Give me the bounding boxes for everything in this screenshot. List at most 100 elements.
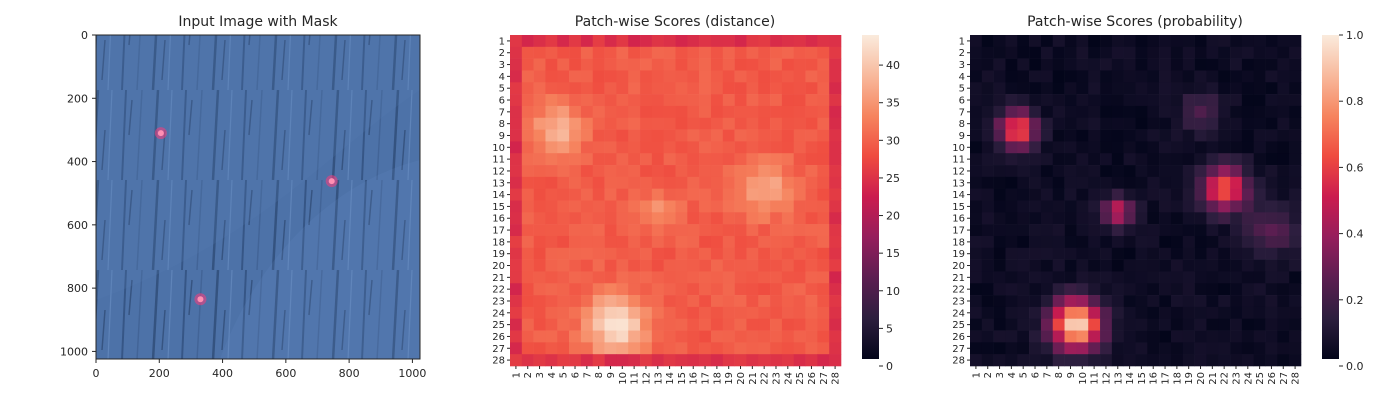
heatmap-cell	[1265, 247, 1278, 260]
heatmap-cell	[793, 70, 806, 83]
heatmap-cell	[604, 117, 617, 130]
row-label: 21	[952, 273, 965, 284]
heatmap-cell	[1100, 235, 1113, 249]
heatmap-cell	[569, 200, 582, 213]
heatmap-cell	[1230, 35, 1243, 48]
heatmap-cell	[1076, 58, 1089, 71]
heatmap-cell	[616, 200, 629, 213]
heatmap-cell	[1111, 235, 1124, 249]
heatmap-cell	[734, 70, 747, 83]
col-label: 22	[760, 372, 771, 385]
heatmap-cell	[1052, 129, 1065, 142]
heatmap-cell	[793, 129, 806, 142]
heatmap-cell	[805, 247, 818, 260]
row-label: 7	[959, 107, 965, 118]
col-label: 18	[712, 372, 723, 385]
heatmap-cell	[993, 247, 1006, 260]
heatmap-cell	[1029, 212, 1042, 225]
heatmap-cell	[569, 94, 582, 107]
heatmap-cell	[1170, 188, 1184, 201]
heatmap-cell	[829, 165, 842, 178]
heatmap-cell	[805, 235, 818, 249]
heatmap-cell	[557, 259, 570, 272]
heatmap-cell	[533, 46, 546, 59]
heatmap-cell	[1005, 141, 1018, 154]
heatmap-cell	[628, 176, 641, 189]
heatmap-cell	[521, 58, 534, 71]
heatmap-cell	[1277, 283, 1290, 296]
heatmap-cell	[1017, 318, 1030, 331]
heatmap-cell	[1029, 342, 1042, 355]
heatmap-cell	[1123, 259, 1136, 272]
heatmap-cell	[1135, 188, 1148, 201]
heatmap-cell	[970, 35, 983, 48]
heatmap-cell	[687, 283, 700, 296]
heatmap-cell	[1029, 117, 1042, 130]
heatmap-cell	[970, 94, 983, 107]
heatmap-cell	[746, 212, 759, 225]
heatmap-cell	[1218, 235, 1231, 249]
col-label: 7	[1042, 372, 1053, 378]
heatmap-cell	[758, 94, 771, 107]
heatmap-cell	[734, 306, 747, 320]
heatmap-cell	[604, 188, 617, 201]
row-label: 26	[492, 332, 505, 343]
heatmap-cell	[993, 165, 1006, 178]
heatmap-cell	[722, 117, 735, 130]
heatmap-cell	[1040, 330, 1054, 343]
heatmap-cell	[1277, 212, 1290, 225]
heatmap-cell	[592, 117, 605, 130]
heatmap-cell	[1182, 94, 1195, 107]
heatmap-cell	[722, 212, 735, 225]
heatmap-cell	[616, 271, 629, 284]
heatmap-cell	[829, 342, 842, 355]
heatmap-cell	[1076, 129, 1089, 142]
heatmap-cell	[1289, 247, 1302, 260]
heatmap-cell	[710, 342, 724, 355]
heatmap-cell	[793, 330, 806, 343]
heatmap-cell	[817, 330, 830, 343]
heatmap-cell	[1052, 70, 1065, 83]
heatmap-cell	[1088, 318, 1101, 331]
heatmap-cell	[1017, 212, 1030, 225]
heatmap-cell	[1111, 82, 1124, 95]
heatmap-cell	[817, 35, 830, 48]
heatmap-cell	[1206, 35, 1219, 48]
heatmap-cell	[817, 224, 830, 237]
heatmap-cell	[675, 330, 688, 343]
col-label: 24	[783, 372, 794, 385]
heatmap-cell	[1017, 129, 1030, 142]
heatmap-cell	[521, 117, 534, 130]
heatmap-cell	[817, 354, 830, 367]
heatmap-cell	[1040, 283, 1054, 296]
heatmap-cell	[758, 82, 771, 95]
heatmap-cell	[1100, 35, 1113, 48]
heatmap-cell	[1111, 165, 1124, 178]
heatmap-cell	[1005, 58, 1018, 71]
heatmap-cell	[699, 235, 712, 249]
heatmap-cell	[521, 82, 534, 95]
heatmap-cell	[533, 271, 546, 284]
heatmap-cell	[1206, 247, 1219, 260]
heatmap-cell	[781, 342, 795, 355]
heatmap-cell	[1100, 117, 1113, 130]
heatmap-cell	[1147, 188, 1160, 201]
heatmap-cell	[746, 283, 759, 296]
heatmap-cell	[604, 306, 617, 320]
heatmap-cell	[592, 200, 605, 213]
heatmap-cell	[651, 318, 664, 331]
heatmap-cell	[1265, 188, 1278, 201]
heatmap-cell	[1170, 306, 1184, 320]
row-label: 9	[959, 131, 965, 142]
heatmap-cell	[1052, 342, 1065, 355]
heatmap-cell	[569, 247, 582, 260]
col-label: 16	[689, 372, 700, 385]
heatmap-cell	[993, 117, 1006, 130]
heatmap-cell	[687, 153, 700, 166]
row-label: 19	[952, 249, 965, 260]
heatmap-cell	[1147, 212, 1160, 225]
heatmap-cell	[1147, 70, 1160, 83]
heatmap-cell	[1100, 165, 1113, 178]
heatmap-cell	[533, 283, 546, 296]
heatmap-cell	[970, 153, 983, 166]
